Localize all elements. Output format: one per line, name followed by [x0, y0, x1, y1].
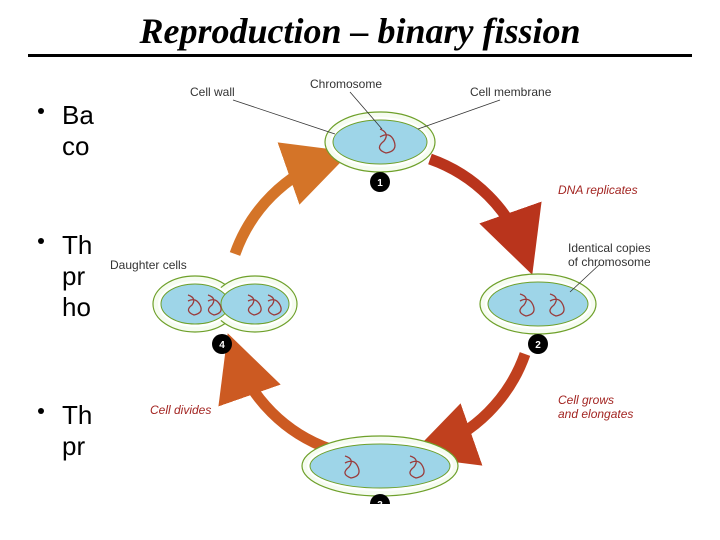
bullet-1-line-1: Ba: [62, 100, 94, 131]
bullet-1-line-2: co: [62, 131, 94, 162]
label-grow-1: Cell grows: [558, 393, 614, 407]
bullet-dot-icon: [38, 408, 44, 414]
arrow-2: [430, 354, 525, 449]
arrow-4: [235, 159, 330, 254]
bullet-2-line-1: Th: [62, 230, 92, 261]
cell-stage-2: [480, 274, 596, 334]
bullet-2: Th pr ho: [62, 230, 92, 323]
bullet-3-line-1: Th: [62, 400, 92, 431]
label-dna-replicates: DNA replicates: [558, 183, 638, 197]
bullet-1: Ba co: [62, 100, 94, 162]
label-cell-wall: Cell wall: [190, 85, 235, 99]
step-2-num: 2: [535, 340, 541, 351]
label-daughter-cells: Daughter cells: [110, 258, 187, 272]
arrow-1: [430, 159, 525, 254]
bullet-2-line-2: pr: [62, 261, 92, 292]
label-cell-membrane: Cell membrane: [470, 85, 552, 99]
label-identical-2: of chromosome: [568, 255, 650, 269]
bullet-3-line-2: pr: [62, 431, 92, 462]
bullet-2-line-3: ho: [62, 292, 92, 323]
bullet-3: Th pr: [62, 400, 92, 462]
label-chromosome: Chromosome: [310, 77, 382, 91]
arrow-3: [235, 354, 330, 449]
page-title: Reproduction – binary fission: [139, 10, 580, 52]
label-cell-divides: Cell divides: [150, 403, 211, 417]
step-1-num: 1: [377, 178, 383, 189]
cell-stage-1: [325, 112, 435, 172]
cell-stage-4: [153, 276, 297, 332]
binary-fission-diagram: 1 2 3 4 Cell wall Chromosome Cell membra…: [110, 74, 650, 504]
bullet-dot-icon: [38, 108, 44, 114]
title-underline: [28, 54, 692, 57]
label-identical-1: Identical copies: [568, 241, 650, 255]
step-3-num: 3: [377, 500, 383, 504]
step-4-num: 4: [219, 340, 225, 351]
label-grow-2: and elongates: [558, 407, 633, 421]
bullet-dot-icon: [38, 238, 44, 244]
cell-stage-3: [302, 436, 458, 496]
